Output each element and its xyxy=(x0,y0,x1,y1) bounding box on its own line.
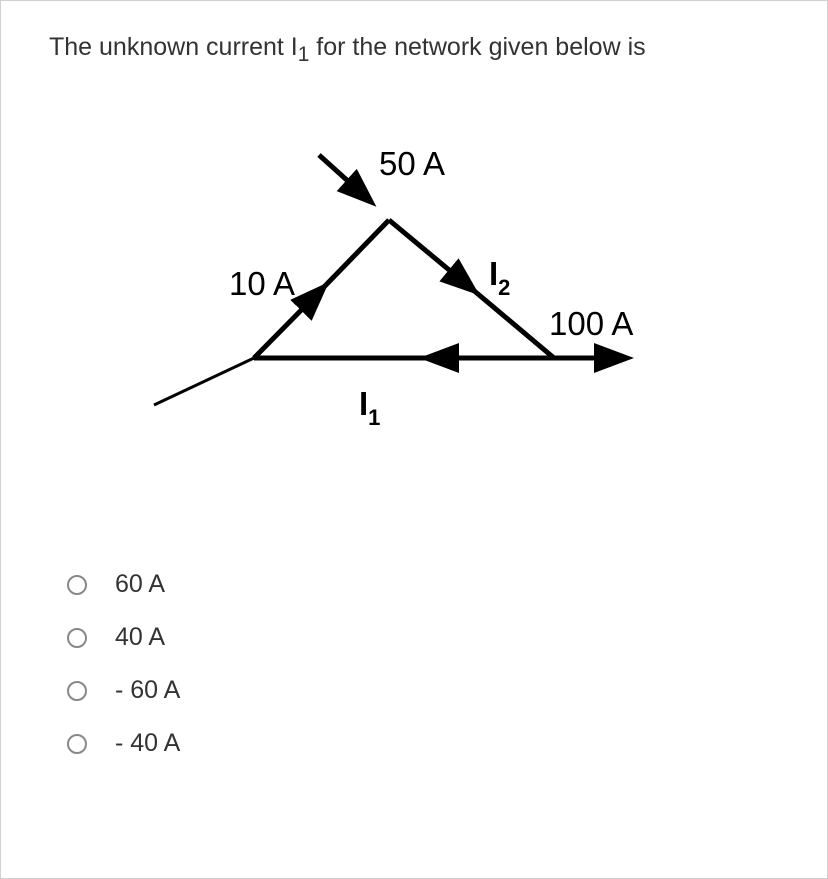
radio-icon[interactable] xyxy=(67,734,87,754)
svg-text:I2: I2 xyxy=(489,255,510,300)
option-label: - 40 A xyxy=(115,729,180,758)
radio-icon[interactable] xyxy=(67,681,87,701)
option-label: - 60 A xyxy=(115,676,180,705)
question-part2: for the network given below is xyxy=(309,33,645,61)
label-100a: 100 A xyxy=(549,305,633,342)
question-text: The unknown current I1 for the network g… xyxy=(49,29,779,70)
label-i1-sub: 1 xyxy=(368,405,380,430)
label-i2: I xyxy=(489,255,498,292)
question-sub1: 1 xyxy=(298,43,310,66)
label-i1: I xyxy=(359,385,368,422)
label-i2-sub: 2 xyxy=(498,275,510,300)
option-row[interactable]: 40 A xyxy=(67,623,779,652)
radio-icon[interactable] xyxy=(67,628,87,648)
label-50a: 50 A xyxy=(379,145,445,182)
label-10a: 10 A xyxy=(229,265,295,302)
options-list: 60 A 40 A - 60 A - 40 A xyxy=(67,570,779,758)
circuit-diagram: 50 A 10 A I2 100 A I1 xyxy=(59,100,699,460)
question-container: The unknown current I1 for the network g… xyxy=(0,0,828,879)
option-row[interactable]: - 40 A xyxy=(67,729,779,758)
diagram-svg: 50 A 10 A I2 100 A I1 xyxy=(59,100,699,460)
option-row[interactable]: - 60 A xyxy=(67,676,779,705)
option-label: 40 A xyxy=(115,623,165,652)
svg-text:I1: I1 xyxy=(359,385,380,430)
question-part1: The unknown current I xyxy=(49,33,298,61)
option-label: 60 A xyxy=(115,570,165,599)
radio-icon[interactable] xyxy=(67,575,87,595)
option-row[interactable]: 60 A xyxy=(67,570,779,599)
